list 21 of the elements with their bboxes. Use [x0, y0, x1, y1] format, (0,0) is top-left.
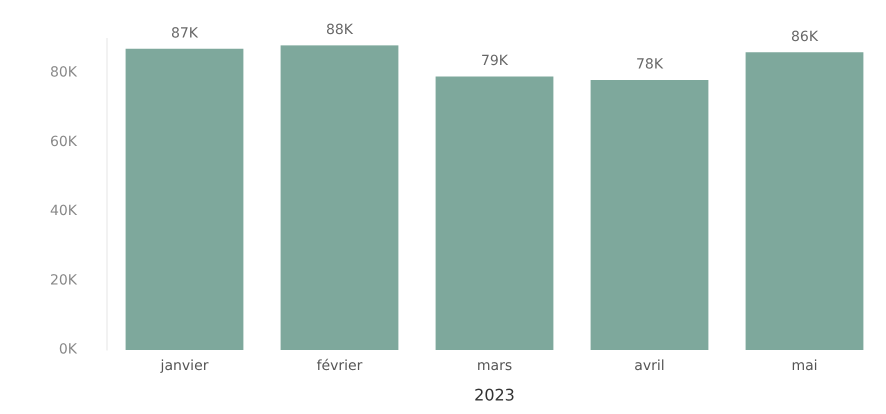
- x-tick-label: février: [316, 358, 363, 374]
- data-label: 79K: [481, 53, 509, 70]
- bar: [436, 76, 554, 350]
- bar: [126, 48, 244, 350]
- x-tick-label: mai: [791, 358, 818, 374]
- data-label: 87K: [170, 25, 199, 42]
- y-tick-label: 20K: [50, 272, 78, 288]
- data-label: 86K: [791, 28, 819, 45]
- bar: [280, 45, 398, 350]
- bar: [590, 80, 708, 350]
- y-tick-label: 40K: [50, 203, 78, 220]
- y-tick-label: 0K: [58, 342, 78, 358]
- y-tick-label: 80K: [50, 64, 78, 81]
- data-label: 78K: [636, 56, 664, 73]
- x-tick-label: mars: [476, 358, 512, 374]
- x-axis-title: 2023: [474, 386, 515, 405]
- x-tick-label: janvier: [160, 358, 209, 374]
- data-label: 88K: [326, 22, 354, 38]
- bar: [746, 52, 864, 350]
- y-tick-label: 60K: [50, 134, 78, 150]
- x-tick-label: avril: [634, 358, 665, 374]
